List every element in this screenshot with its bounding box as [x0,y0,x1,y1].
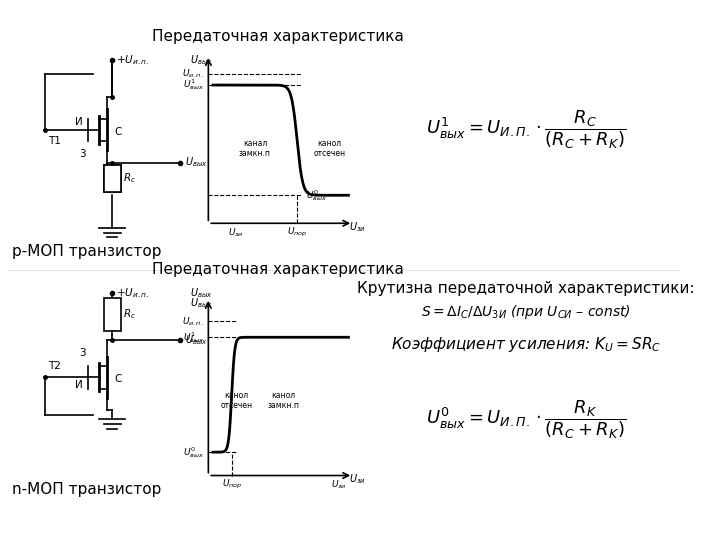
Text: $U_{и.п.}$: $U_{и.п.}$ [182,68,204,80]
Text: $U_{зи}$: $U_{зи}$ [228,226,244,239]
Text: $R_c$: $R_c$ [123,307,136,321]
Text: $U_{пор}$: $U_{пор}$ [222,478,242,491]
Text: $U^1_{вых}$: $U^1_{вых}$ [183,78,204,92]
Text: $U^0_{вых}$: $U^0_{вых}$ [307,188,328,202]
Text: $U_{вых}$: $U_{вых}$ [185,333,207,347]
Text: $U_{зи}$: $U_{зи}$ [331,478,347,491]
Text: $U^1_{вых}$: $U^1_{вых}$ [183,330,204,345]
Text: 3: 3 [79,348,86,358]
Text: n-МОП транзистор: n-МОП транзистор [12,482,161,497]
Text: канол
отсечен: канол отсечен [314,139,346,158]
Text: Коэффициент усиления: $K_U = SR_C$: Коэффициент усиления: $K_U = SR_C$ [391,335,661,354]
Text: р-МОП транзистор: р-МОП транзистор [12,244,162,259]
Text: T1: T1 [48,136,60,146]
Text: И: И [75,380,82,390]
Text: $+U_{и.п.}$: $+U_{и.п.}$ [116,286,149,300]
Text: $U_{вых}$: $U_{вых}$ [189,53,212,67]
Text: $S=\Delta I_C/\Delta U_{3И}$ (при $U_{СИ}$ – $const$): $S=\Delta I_C/\Delta U_{3И}$ (при $U_{СИ… [421,303,631,321]
Text: $U^{0}_{вых} = U_{И.П.} \cdot \dfrac{R_K}{(R_C + R_K)}$: $U^{0}_{вых} = U_{И.П.} \cdot \dfrac{R_K… [426,398,626,441]
Text: Крутизна передаточной характеристики:: Крутизна передаточной характеристики: [357,281,695,296]
Text: Передаточная характеристика: Передаточная характеристика [153,262,405,278]
Text: $+U_{и.п.}$: $+U_{и.п.}$ [116,53,149,67]
Text: канал
замкн.п: канал замкн.п [239,139,271,158]
Text: канол
замкн.п: канол замкн.п [267,391,299,410]
Text: 3: 3 [79,149,86,159]
Text: T2: T2 [48,361,60,371]
Bar [104,298,120,330]
Text: Передаточная характеристика: Передаточная характеристика [153,29,405,44]
Text: С: С [114,374,122,384]
Text: $U_{вых}$: $U_{вых}$ [189,286,212,300]
Text: С: С [114,127,122,137]
Text: $U_{и.п.}$: $U_{и.п.}$ [182,315,204,328]
Text: $U_{вых}$: $U_{вых}$ [185,156,207,170]
Text: $U^{1}_{вых} = U_{И.П.} \cdot \dfrac{R_C}{(R_C + R_K)}$: $U^{1}_{вых} = U_{И.П.} \cdot \dfrac{R_C… [426,109,626,151]
Text: $U^0_{вых}$: $U^0_{вых}$ [183,445,204,460]
Text: $R_c$: $R_c$ [123,172,136,185]
Text: $U_{зи}$: $U_{зи}$ [349,220,366,234]
Text: $U_{вых}$: $U_{вых}$ [189,296,212,309]
Text: канол
отсечен: канол отсечен [220,391,253,410]
Bar [104,165,120,192]
Bar [104,165,120,192]
Text: $U_{зи}$: $U_{зи}$ [349,472,366,486]
Text: $U_{пор}$: $U_{пор}$ [287,226,307,239]
Text: И: И [75,117,82,127]
